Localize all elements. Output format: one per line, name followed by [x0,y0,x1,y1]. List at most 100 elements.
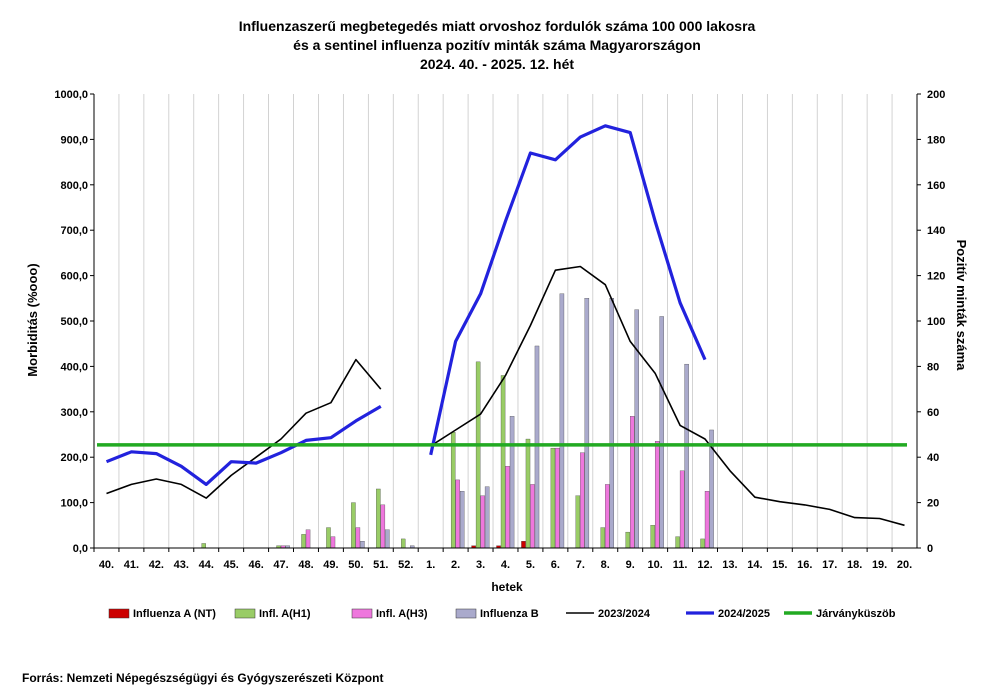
x-tick-label: 13. [722,559,737,571]
legend-label: Járványküszöb [816,608,896,620]
title-line-1: Influenzaszerű megbetegedés miatt orvosh… [239,18,756,34]
bar [530,484,535,549]
bar [484,486,490,549]
y-tick-label-right: 20 [927,498,939,510]
bar [360,541,365,549]
series-lines [97,124,907,527]
y-tick-label-right: 0 [927,543,933,555]
x-tick-label: 45. [224,559,239,571]
x-tick-label: 43. [174,559,189,571]
series-line [430,265,905,527]
x-tick-label: 6. [551,559,560,571]
bar [301,534,306,549]
y-tick-label-left: 400,0 [60,361,88,373]
x-tick-label: 12. [697,559,712,571]
bar [534,345,540,549]
series-line [105,405,382,486]
source-note: Forrás: Nemzeti Népegészségügyi és Gyógy… [22,671,383,685]
bar [376,488,381,549]
x-tick-label: 19. [872,559,887,571]
bar [305,529,311,549]
bar [684,363,689,549]
y-tick-label-right: 140 [927,225,945,237]
x-tick-label: 4. [501,559,510,571]
x-tick-label: 42. [149,559,164,571]
y-tick-label-left: 1000,0 [54,89,88,101]
bar [326,527,331,549]
bar [500,375,506,549]
bar [450,432,456,549]
x-tick-label: 7. [576,559,585,571]
x-tick-label: 44. [199,559,214,571]
title-line-2: és a sentinel influenza pozitív minták s… [293,37,701,53]
bar [609,298,615,549]
x-tick-label: 1. [426,559,435,571]
x-tick-label: 52. [398,559,413,571]
bar [555,447,560,549]
title-line-3: 2024. 40. - 2025. 12. hét [420,56,574,72]
bar [659,316,664,549]
legend-swatch [108,608,130,619]
legend-swatch [234,608,256,619]
bar [330,536,336,549]
bar [634,309,639,549]
x-tick-label: 3. [476,559,485,571]
bar [575,495,581,549]
bar [584,298,590,549]
chart-title: Influenzaszerű megbetegedés miatt orvosh… [239,18,756,72]
bar [600,527,606,549]
x-tick-label: 11. [673,559,688,571]
y-tick-label-left: 800,0 [60,180,88,192]
y-tick-label-left: 300,0 [60,407,88,419]
series-line [106,358,382,499]
x-tick-label: 17. [822,559,837,571]
y-tick-label-left: 0,0 [73,543,88,555]
bar [355,527,361,549]
bar [654,441,660,549]
x-tick-label: 47. [273,559,288,571]
series-line [429,124,707,456]
legend-label: 2023/2024 [598,608,651,620]
y-tick-label-right: 100 [927,316,945,328]
bar [459,491,465,549]
bars [201,293,714,549]
x-tick-label: 46. [248,559,263,571]
x-tick-label: 40. [99,559,114,571]
bar [351,502,356,549]
y-tick-label-right: 60 [927,407,939,419]
bar [630,416,635,549]
y-tick-label-left: 100,0 [60,498,88,510]
bar [505,466,510,549]
gridlines [118,94,893,548]
bar [700,538,705,549]
y-tick-label-left: 600,0 [60,271,88,283]
legend-label: Influenza A (NT) [133,608,216,620]
x-tick-label: 8. [601,559,610,571]
bar [525,438,531,549]
bar [380,504,386,549]
bar [401,538,406,549]
y-axis-left-label: Morbiditás (%ooo) [25,263,40,376]
bar [605,484,610,549]
bar [521,541,526,549]
legend-label: 2024/2025 [718,608,770,620]
x-axis-label: hetek [491,580,523,594]
x-tick-label: 49. [323,559,338,571]
x-tick-label: 20. [897,559,912,571]
bar [559,293,565,549]
legend-label: Influenza B [480,608,539,620]
x-tick-label: 2. [451,559,460,571]
legend-swatch [351,608,373,619]
y-tick-label-right: 180 [927,134,945,146]
y-axis-right-label: Pozitív minták száma [954,240,969,372]
legend-label: Infl. A(H1) [259,608,311,620]
y-tick-label-left: 500,0 [60,316,88,328]
bar [455,479,460,549]
axes: 0,0 100,0 200,0 300,0 400,0 500,0 600,0 700,0 80… [54,89,945,571]
bar [480,495,485,549]
x-tick-label: 14. [747,559,762,571]
bar [679,470,685,549]
x-tick-label: 50. [348,559,363,571]
legend-swatch [455,608,477,619]
